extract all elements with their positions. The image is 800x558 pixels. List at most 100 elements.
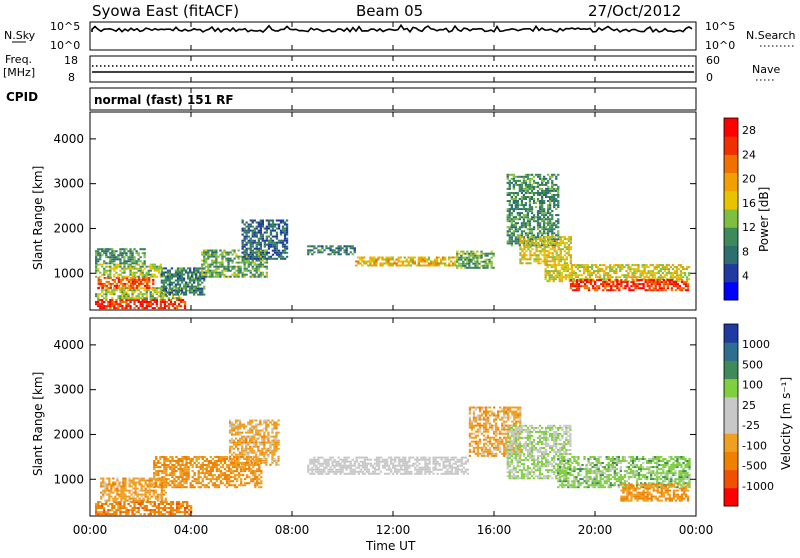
data-cell	[156, 266, 158, 268]
data-cell	[665, 281, 667, 283]
data-cell	[144, 262, 146, 264]
data-cell	[554, 260, 556, 262]
data-cell	[151, 480, 153, 482]
data-cell	[171, 474, 173, 476]
data-cell	[127, 513, 129, 515]
data-cell	[188, 456, 190, 458]
data-cell	[646, 266, 648, 268]
data-cell	[108, 496, 110, 498]
data-cell	[161, 480, 163, 482]
data-cell	[171, 282, 173, 284]
data-cell	[169, 456, 171, 458]
data-cell	[119, 303, 121, 305]
data-cell	[163, 472, 165, 474]
data-cell	[167, 272, 169, 274]
data-cell	[358, 471, 360, 473]
data-cell	[472, 257, 474, 259]
data-cell	[166, 507, 168, 509]
data-cell	[523, 240, 525, 242]
data-cell	[110, 486, 112, 488]
data-cell	[242, 244, 244, 246]
data-cell	[640, 283, 642, 285]
data-cell	[212, 484, 214, 486]
data-cell	[153, 460, 155, 462]
data-cell	[620, 285, 622, 287]
data-cell	[553, 270, 555, 272]
data-cell	[205, 266, 207, 268]
data-cell	[637, 268, 639, 270]
data-cell	[476, 255, 478, 257]
data-cell	[199, 292, 201, 294]
data-cell	[193, 280, 195, 282]
data-cell	[109, 248, 111, 250]
data-cell	[549, 264, 551, 266]
data-cell	[252, 274, 254, 276]
data-cell	[625, 274, 627, 276]
data-cell	[163, 282, 165, 284]
data-cell	[256, 222, 258, 224]
data-cell	[254, 262, 256, 264]
data-cell	[177, 274, 179, 276]
data-cell	[472, 259, 474, 261]
data-cell	[248, 226, 250, 228]
data-cell	[255, 458, 257, 460]
data-cell	[183, 480, 185, 482]
data-cell	[118, 285, 120, 287]
data-cell	[252, 472, 254, 474]
data-cell	[161, 496, 163, 498]
data-cell	[125, 307, 127, 309]
data-cell	[523, 252, 525, 254]
data-cell	[173, 472, 175, 474]
data-cell	[236, 474, 238, 476]
data-cell	[541, 220, 543, 222]
data-cell	[212, 474, 214, 476]
data-cell	[557, 218, 559, 220]
data-cell	[181, 478, 183, 480]
data-patch	[201, 250, 268, 278]
data-cell	[109, 256, 111, 258]
data-cell	[139, 498, 141, 500]
data-cell	[205, 270, 207, 272]
data-cell	[250, 276, 252, 278]
data-cell	[521, 226, 523, 228]
data-cell	[527, 262, 529, 264]
data-cell	[623, 274, 625, 276]
data-cell	[546, 258, 548, 260]
data-cell	[319, 251, 321, 253]
data-cell	[140, 505, 142, 507]
data-cell	[527, 238, 529, 240]
data-cell	[115, 268, 117, 270]
data-cell	[564, 262, 566, 264]
data-cell	[252, 478, 254, 480]
data-cell	[195, 274, 197, 276]
data-cell	[121, 295, 123, 297]
data-cell	[632, 285, 634, 287]
data-cell	[149, 480, 151, 482]
data-cell	[560, 252, 562, 254]
data-cell	[559, 280, 561, 282]
data-cell	[340, 245, 342, 247]
data-cell	[198, 462, 200, 464]
data-cell	[385, 257, 387, 259]
data-cell	[273, 426, 275, 428]
data-cell	[162, 509, 164, 511]
data-cell	[478, 255, 480, 257]
data-cell	[552, 260, 554, 262]
data-cell	[545, 272, 547, 274]
data-cell	[272, 228, 274, 230]
data-cell	[519, 240, 521, 242]
data-cell	[256, 478, 258, 480]
data-cell	[216, 464, 218, 466]
data-cell	[121, 256, 123, 258]
data-cell	[130, 287, 132, 289]
data-cell	[561, 280, 563, 282]
data-cell	[215, 272, 217, 274]
data-cell	[146, 281, 148, 283]
data-cell	[615, 264, 617, 266]
data-cell	[456, 267, 458, 269]
data-cell	[202, 478, 204, 480]
data-cell	[547, 196, 549, 198]
data-cell	[262, 258, 264, 260]
data-cell	[311, 461, 313, 463]
data-cell	[231, 438, 233, 440]
